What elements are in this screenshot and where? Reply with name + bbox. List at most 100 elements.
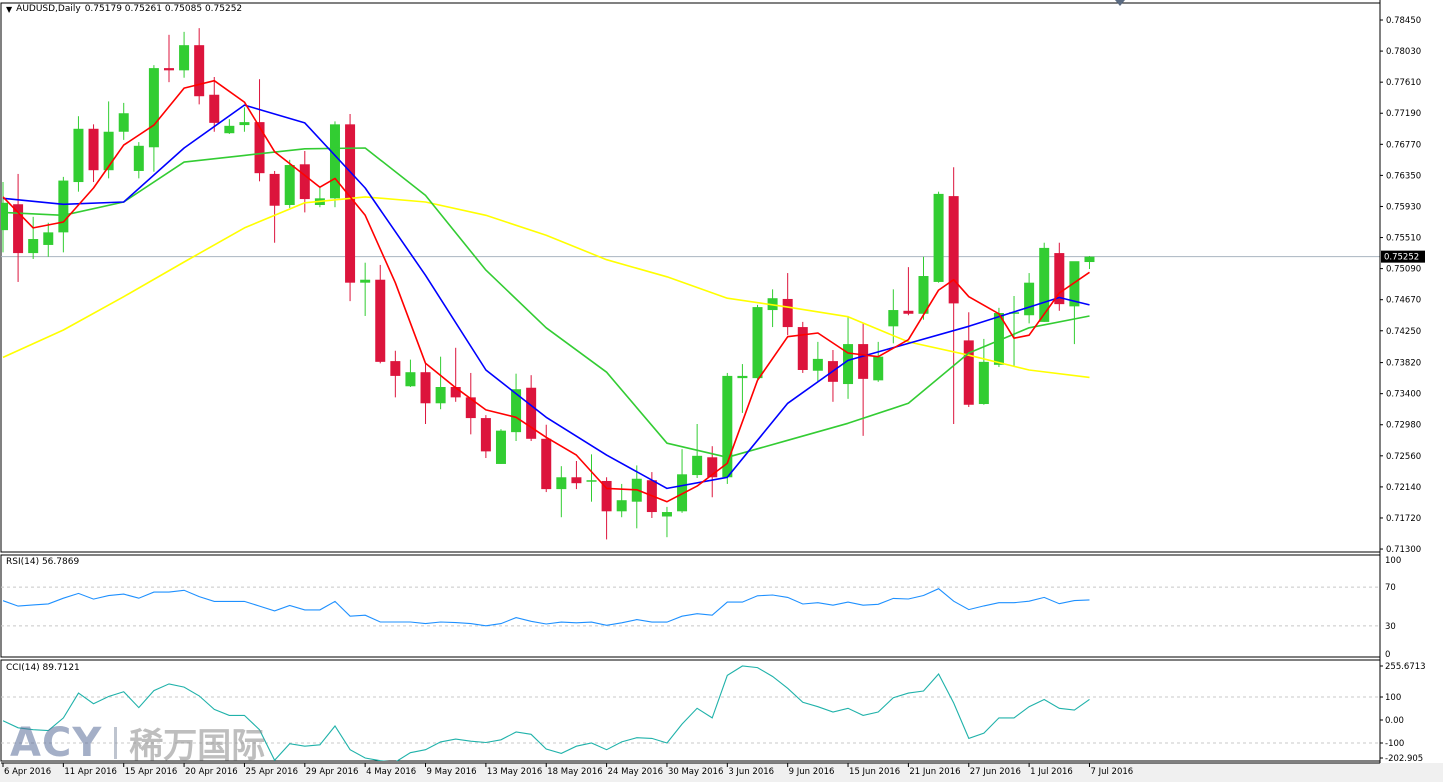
candle-body-bull [239,122,250,126]
candle[interactable] [541,424,552,493]
candle[interactable] [1039,242,1050,322]
cci-panel[interactable] [1,665,1380,762]
price-panel[interactable] [0,28,1380,540]
candle-body-bull [360,279,371,283]
candle[interactable] [224,119,235,134]
candle[interactable] [450,347,461,402]
candle[interactable] [329,121,340,208]
candle[interactable] [435,356,446,410]
candle[interactable] [918,256,929,320]
cci-axis-label: 0.00 [1385,716,1404,726]
candle[interactable] [194,28,205,105]
candle[interactable] [993,307,1004,368]
candle[interactable] [797,321,808,373]
candle[interactable] [1009,295,1020,368]
candle-body-bull [933,193,944,282]
candle[interactable] [1024,273,1035,324]
candle[interactable] [133,142,144,179]
candle[interactable] [978,338,989,405]
candle[interactable] [465,372,476,435]
candle[interactable] [963,312,974,407]
chart-shift-marker-icon[interactable] [1115,0,1125,6]
price-axis-label: 0.71300 [1386,545,1421,555]
candle-body-bear [1054,253,1065,305]
candle[interactable] [43,222,54,257]
candle[interactable] [405,359,416,388]
candle[interactable] [1069,261,1080,345]
candle[interactable] [209,76,220,132]
candle[interactable] [269,170,280,243]
candle[interactable] [163,34,174,83]
candle[interactable] [556,466,567,518]
candle[interactable] [28,216,39,260]
candle[interactable] [179,31,190,78]
candle[interactable] [118,102,129,140]
candle[interactable] [948,167,959,424]
price-axis-label: 0.78030 [1386,47,1421,57]
candle[interactable] [345,113,356,302]
candle[interactable] [13,173,24,282]
rsi-axis-label: 100 [1385,556,1401,566]
candle[interactable] [873,341,884,382]
candle[interactable] [782,273,793,336]
candle-body-bull [556,477,567,490]
date-axis-label: 20 Apr 2016 [185,767,238,777]
current-price-badge [1381,250,1425,263]
candle-body-bull [737,375,748,379]
candle[interactable] [858,323,869,436]
candle[interactable] [526,375,537,442]
candle[interactable] [903,267,914,316]
candle[interactable] [360,262,371,316]
price-axis-label: 0.71720 [1386,514,1421,524]
candle[interactable] [661,506,672,538]
candle[interactable] [1054,242,1065,311]
price-axis-label: 0.74670 [1386,296,1421,306]
rsi-panel[interactable] [1,586,1380,627]
price-axis-label: 0.74250 [1386,327,1421,337]
candle-body-bull [118,113,129,132]
candle[interactable] [752,304,763,379]
candle[interactable] [480,415,491,459]
candle[interactable] [495,429,506,464]
candle[interactable] [88,124,99,183]
price-axis-label: 0.72140 [1386,483,1421,493]
candle-body-bear [465,397,476,419]
candle[interactable] [571,460,582,490]
candle-body-bull [586,480,597,482]
candle[interactable] [511,373,522,442]
moving-average-ma-slow [2,147,1090,459]
candle[interactable] [812,341,823,382]
candle[interactable] [73,116,84,192]
rsi-line [2,588,1090,627]
candle[interactable] [239,107,250,132]
price-axis-label: 0.75510 [1386,234,1421,244]
candle[interactable] [284,159,295,208]
candle-body-bull [435,387,446,404]
dropdown-triangle-icon[interactable]: ▼ [6,4,13,14]
candle-body-bear [541,438,552,490]
candle[interactable] [586,454,597,502]
rsi-axis-label: 30 [1385,622,1396,632]
candle[interactable] [1084,255,1095,269]
candle[interactable] [390,350,401,398]
candle[interactable] [148,65,159,172]
candle[interactable] [888,289,899,344]
rsi-axis-label: 70 [1385,583,1396,593]
candle[interactable] [843,315,854,399]
date-axis-label: 24 May 2016 [608,767,663,777]
candle[interactable] [420,364,431,424]
rsi-axis-label: 0 [1385,650,1390,660]
candle-body-bull [28,239,39,254]
date-axis-label: 3 Jun 2016 [728,767,774,777]
candle-body-bear [948,196,959,304]
candle[interactable] [677,449,688,513]
candle[interactable] [707,446,718,498]
candle[interactable] [375,264,386,364]
candle[interactable] [0,182,8,253]
candle[interactable] [254,79,265,182]
moving-average-ma-mid [2,104,1090,490]
candle[interactable] [737,364,748,413]
candle[interactable] [933,191,944,283]
candle[interactable] [722,372,733,484]
